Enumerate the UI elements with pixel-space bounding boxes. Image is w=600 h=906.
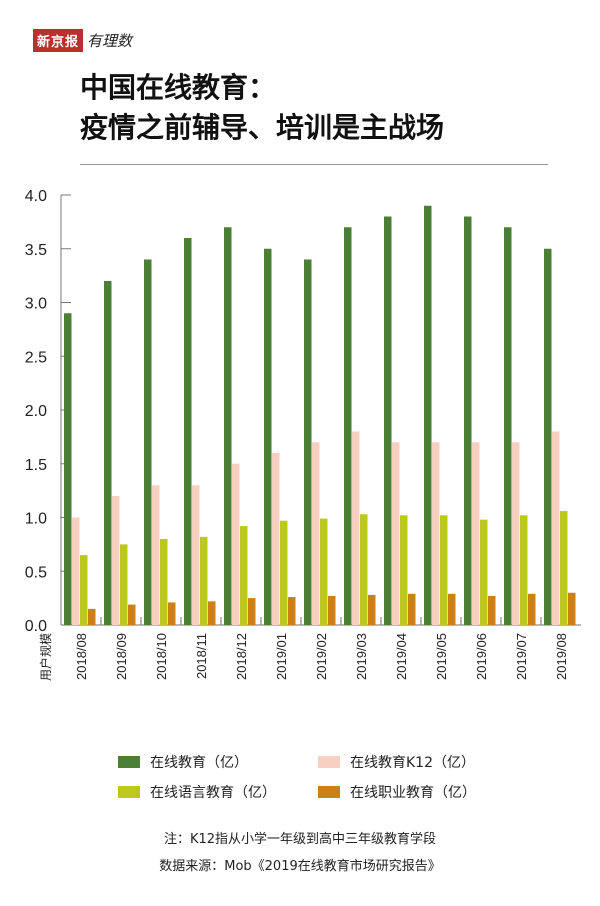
bar-1 — [472, 442, 480, 625]
bar-2 — [400, 515, 408, 625]
title-line-2: 疫情之前辅导、培训是主战场 — [80, 111, 445, 144]
bar-2 — [360, 514, 368, 625]
bar-2 — [560, 511, 568, 625]
bar-3 — [208, 601, 216, 625]
bar-1 — [392, 442, 400, 625]
bar-2 — [160, 539, 168, 625]
bar-3 — [128, 604, 136, 625]
bar-1 — [552, 431, 560, 625]
bar-3 — [568, 592, 576, 625]
legend-label: 在线职业教育（亿） — [350, 785, 476, 801]
bar-2 — [440, 515, 448, 625]
bar-1 — [312, 442, 320, 625]
bar-3 — [288, 597, 296, 625]
bar-3 — [248, 598, 256, 625]
x-tick-label: 2018/10 — [154, 633, 169, 680]
bar-2 — [200, 536, 208, 625]
bar-3 — [408, 593, 416, 625]
bar-1 — [512, 442, 520, 625]
legend-swatch — [118, 756, 140, 768]
bar-1 — [112, 496, 120, 625]
bar-1 — [272, 453, 280, 625]
bar-1 — [232, 463, 240, 625]
x-tick-label: 2019/07 — [514, 633, 529, 680]
x-tick-label: 2018/08 — [74, 633, 89, 680]
x-tick-label: 2018/09 — [114, 633, 129, 680]
divider — [80, 164, 548, 165]
y-tick-label: 0.0 — [25, 618, 47, 635]
bar-0 — [504, 227, 512, 625]
x-tick-label: 2019/01 — [274, 633, 289, 680]
bar-0 — [384, 216, 392, 625]
legend-item-0: 在线教育（亿） — [118, 752, 248, 772]
y-axis-label: 用户规模 — [38, 633, 53, 681]
bar-3 — [88, 608, 96, 625]
y-tick-label: 2.0 — [25, 403, 47, 420]
y-tick-label: 3.5 — [25, 242, 47, 259]
page-title: 中国在线教育： 疫情之前辅导、培训是主战场 — [80, 68, 444, 148]
bar-3 — [328, 595, 336, 625]
bar-0 — [184, 238, 192, 625]
legend-label: 在线语言教育（亿） — [150, 785, 276, 801]
bar-1 — [432, 442, 440, 625]
bar-0 — [64, 313, 72, 625]
bar-0 — [304, 259, 312, 625]
bar-chart: 0.0 0.5 1.0 1.5 2.0 2.5 3.0 3.5 4.0 2018/08 2018/0… — [25, 188, 581, 681]
y-tick-label: 2.5 — [25, 349, 47, 366]
source: 数据来源：Mob《2019在线教育市场研究报告》 — [159, 859, 441, 874]
footnote: 注：K12指从小学一年级到高中三年级教育学段 — [163, 832, 437, 847]
bar-0 — [264, 248, 272, 625]
bar-1 — [192, 485, 200, 625]
bar-2 — [240, 526, 248, 625]
bar-3 — [368, 594, 376, 625]
bar-0 — [224, 227, 232, 625]
bar-2 — [80, 555, 88, 625]
legend-swatch — [318, 756, 340, 768]
x-tick-label: 2019/05 — [434, 633, 449, 680]
y-tick-label: 1.5 — [25, 457, 47, 474]
legend-swatch — [118, 786, 140, 798]
x-tick-label: 2019/04 — [394, 633, 409, 680]
y-tick-label: 3.0 — [25, 296, 47, 313]
bar-3 — [168, 602, 176, 625]
legend-label: 在线教育（亿） — [150, 755, 248, 771]
bar-0 — [104, 281, 112, 625]
x-tick-label: 2018/11 — [194, 633, 209, 679]
legend-item-2: 在线语言教育（亿） — [118, 782, 276, 802]
bar-0 — [544, 248, 552, 625]
bar-0 — [424, 205, 432, 625]
bar-2 — [280, 520, 288, 625]
bar-3 — [528, 593, 536, 625]
bar-3 — [448, 593, 456, 625]
x-tick-label: 2018/12 — [234, 633, 249, 680]
bar-0 — [464, 216, 472, 625]
x-tick-label: 2019/03 — [354, 633, 369, 680]
y-tick-label: 4.0 — [25, 188, 47, 205]
bar-1 — [72, 517, 80, 625]
bar-2 — [480, 519, 488, 625]
bar-2 — [320, 518, 328, 625]
x-tick-label: 2019/08 — [554, 633, 569, 680]
y-tick-label: 0.5 — [25, 564, 47, 581]
sub-logo: 有理数 — [87, 32, 133, 50]
y-tick-label: 1.0 — [25, 511, 47, 528]
bar-1 — [152, 485, 160, 625]
bar-2 — [520, 515, 528, 625]
legend-item-3: 在线职业教育（亿） — [318, 782, 476, 802]
logo: 新京报 有理数 — [33, 29, 132, 52]
legend-swatch — [318, 786, 340, 798]
bar-1 — [352, 431, 360, 625]
x-tick-label: 2019/06 — [474, 633, 489, 680]
brand-logo: 新京报 — [33, 29, 84, 52]
bar-0 — [344, 227, 352, 625]
bar-2 — [120, 544, 128, 625]
bar-3 — [488, 595, 496, 625]
title-line-1: 中国在线教育： — [80, 71, 277, 104]
x-tick-label: 2019/02 — [314, 633, 329, 680]
legend-item-1: 在线教育K12（亿） — [318, 752, 475, 772]
legend-label: 在线教育K12（亿） — [350, 755, 475, 771]
bar-0 — [144, 259, 152, 625]
